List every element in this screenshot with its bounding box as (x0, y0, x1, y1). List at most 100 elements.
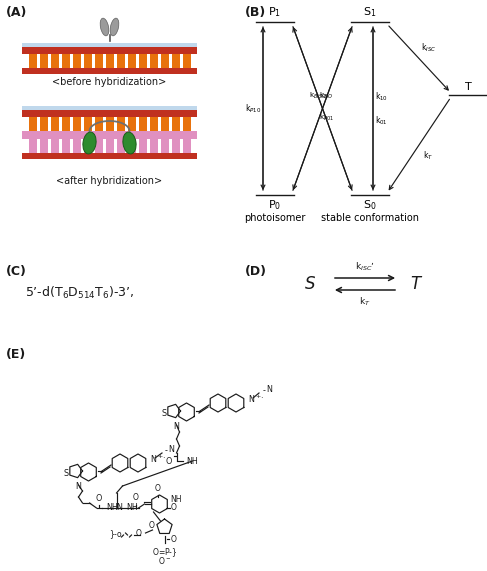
Text: P$_0$: P$_0$ (268, 198, 281, 212)
Text: O: O (154, 484, 160, 493)
Bar (61, 54, 70, 68)
Text: (C): (C) (6, 265, 27, 278)
Bar (83, 117, 92, 131)
Bar (171, 117, 180, 131)
Text: N: N (75, 482, 81, 491)
Text: k$_{01}$: k$_{01}$ (375, 114, 388, 127)
Text: (A): (A) (6, 6, 27, 19)
Bar (51, 139, 58, 153)
Text: k$_T$: k$_T$ (359, 295, 371, 308)
Ellipse shape (123, 132, 136, 154)
Bar (22, 153, 197, 159)
Text: +: + (255, 393, 260, 399)
Ellipse shape (83, 132, 96, 154)
Text: N: N (266, 385, 272, 395)
Bar (22, 106, 197, 110)
Text: ·: · (162, 455, 165, 464)
Text: (D): (D) (245, 265, 267, 278)
Bar (106, 117, 113, 131)
Bar (128, 117, 135, 131)
Text: k$_T$: k$_T$ (423, 150, 433, 163)
Text: +: + (157, 453, 162, 459)
Text: O: O (170, 534, 176, 544)
Bar (29, 117, 37, 131)
Text: <before hybridization>: <before hybridization> (53, 77, 167, 87)
Bar (39, 139, 48, 153)
Bar (138, 117, 147, 131)
Bar (106, 139, 113, 153)
Bar (161, 139, 169, 153)
Text: NH: NH (127, 504, 138, 513)
Text: NH: NH (187, 456, 198, 465)
Text: S: S (161, 408, 167, 417)
Ellipse shape (110, 18, 119, 36)
Bar (51, 54, 58, 68)
Bar (171, 54, 180, 68)
Text: <after hybridization>: <after hybridization> (56, 176, 163, 186)
Bar (39, 54, 48, 68)
Bar (128, 139, 135, 153)
Bar (39, 117, 48, 131)
Bar (161, 54, 169, 68)
Text: O: O (95, 494, 102, 503)
Text: -: - (263, 387, 266, 396)
Bar (138, 139, 147, 153)
Text: (E): (E) (6, 348, 26, 361)
Ellipse shape (100, 18, 109, 36)
Text: -: - (165, 447, 168, 456)
Bar (22, 110, 197, 117)
Bar (51, 117, 58, 131)
Text: O: O (170, 504, 176, 513)
Bar (94, 54, 102, 68)
Text: S: S (63, 468, 69, 477)
Bar (83, 139, 92, 153)
Text: 5’-d(T$_6$D$_{514}$T$_6$)-3’,: 5’-d(T$_6$D$_{514}$T$_6$)-3’, (25, 285, 134, 301)
Bar (150, 54, 157, 68)
Text: (B): (B) (245, 6, 266, 19)
Text: N: N (248, 395, 254, 404)
Text: k$_{ISC}$: k$_{ISC}$ (421, 41, 436, 54)
Bar (29, 139, 37, 153)
Text: ·: · (260, 395, 262, 404)
Bar (183, 54, 190, 68)
Bar (29, 54, 37, 68)
Bar (138, 54, 147, 68)
Bar (73, 54, 80, 68)
Bar (150, 139, 157, 153)
Bar (116, 139, 125, 153)
Bar (128, 54, 135, 68)
Bar (150, 117, 157, 131)
Text: T: T (410, 275, 420, 293)
Bar (22, 43, 197, 47)
Bar (116, 54, 125, 68)
Text: O: O (149, 521, 154, 529)
Text: k$_{10}$: k$_{10}$ (375, 90, 388, 103)
Bar (183, 117, 190, 131)
Bar (22, 47, 197, 54)
Text: $\}$-o: $\}$-o (109, 529, 123, 541)
Bar (83, 54, 92, 68)
Text: k$_{P10}$: k$_{P10}$ (245, 102, 261, 115)
Text: O: O (165, 456, 171, 465)
Bar (73, 139, 80, 153)
Text: k$_{P01}$: k$_{P01}$ (319, 112, 334, 123)
Text: N: N (116, 504, 122, 513)
Text: N: N (168, 445, 174, 455)
Text: stable conformation: stable conformation (321, 213, 419, 223)
Bar (116, 117, 125, 131)
Bar (106, 54, 113, 68)
Text: S: S (305, 275, 315, 293)
Text: NH: NH (170, 494, 182, 504)
Text: P$_1$: P$_1$ (268, 5, 281, 19)
Text: O: O (132, 493, 138, 502)
Bar (171, 139, 180, 153)
Bar (22, 68, 197, 74)
Bar (73, 117, 80, 131)
Bar (61, 139, 70, 153)
Text: O=P-$\}$: O=P-$\}$ (151, 546, 177, 559)
Text: photoisomer: photoisomer (244, 213, 306, 223)
Text: k$_{ISC}$’: k$_{ISC}$’ (355, 260, 375, 273)
Text: k$_{ISO}$: k$_{ISO}$ (319, 90, 334, 100)
Text: k$_{BISO}$: k$_{BISO}$ (309, 90, 328, 100)
Bar (94, 139, 102, 153)
